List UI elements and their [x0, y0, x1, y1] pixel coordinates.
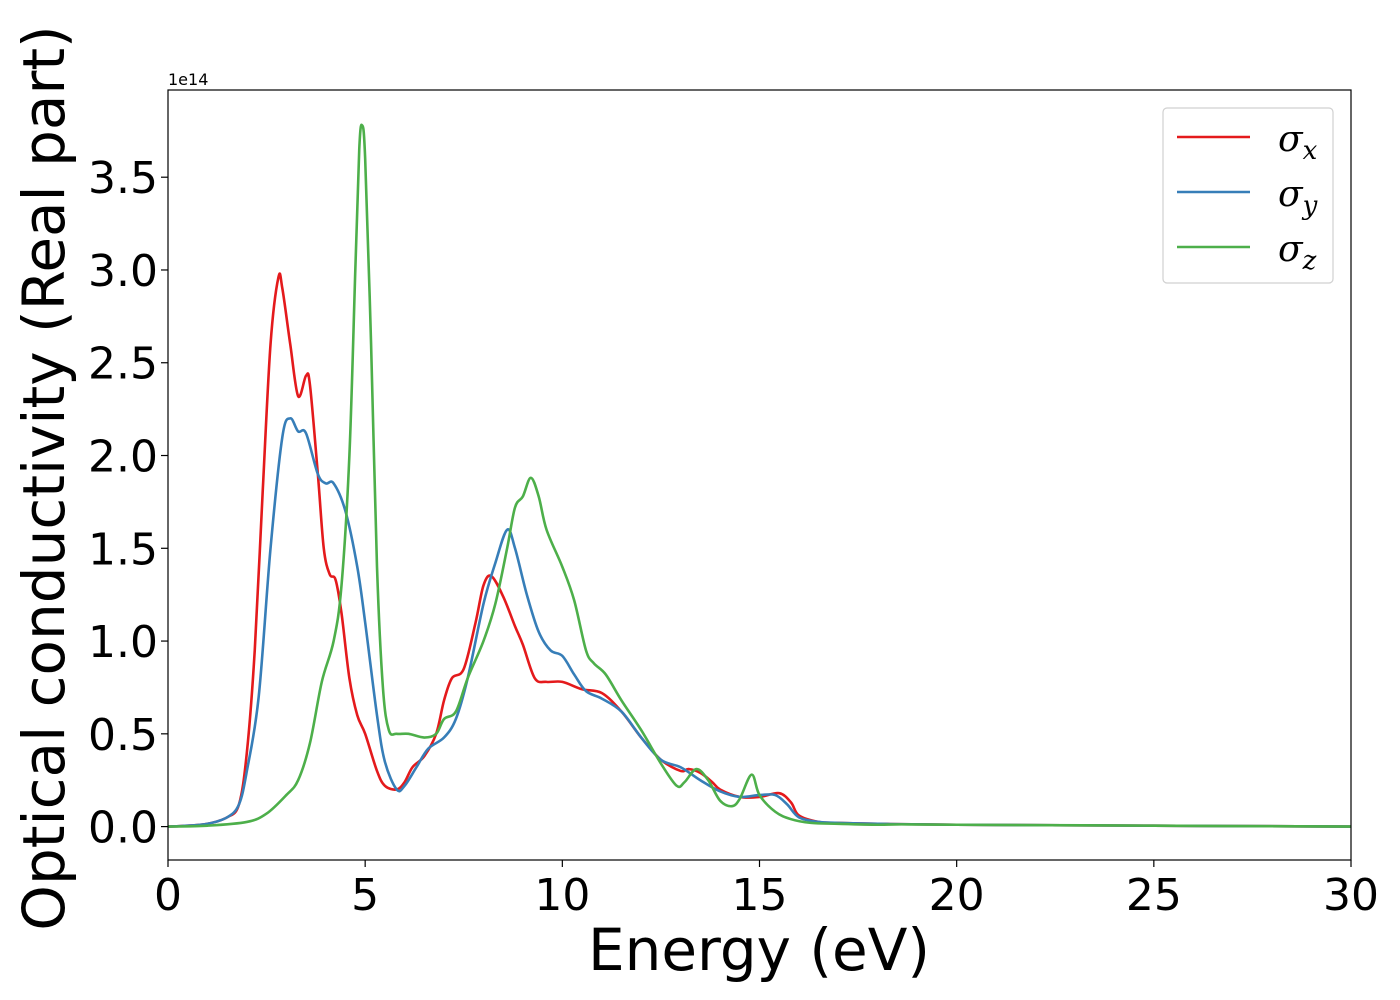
- y-axis-title: Optical conductivity (Real part): [10, 25, 78, 930]
- y-tick-label: 0.0: [88, 803, 158, 854]
- x-tick-label: 15: [732, 870, 788, 921]
- series-line-y: [168, 417, 1351, 828]
- series-lines: [168, 123, 1351, 828]
- y-offset-text: 1e14: [168, 70, 208, 89]
- y-tick-label: 2.0: [88, 432, 158, 483]
- y-tick-label: 3.5: [88, 153, 158, 204]
- x-tick-label: 5: [351, 870, 379, 921]
- x-tick-label: 30: [1323, 870, 1379, 921]
- y-tick-label: 2.5: [88, 339, 158, 390]
- x-axis-title: Energy (eV): [588, 916, 930, 984]
- legend-label-y: σy: [1278, 174, 1318, 221]
- series-line-z: [168, 123, 1351, 828]
- y-tick-label: 3.0: [88, 246, 158, 297]
- y-tick-label: 1.0: [88, 617, 158, 668]
- x-axis: 0 5 10 15 20 25 30: [154, 860, 1379, 921]
- series-line-x: [168, 272, 1351, 828]
- y-axis: 0.0 0.5 1.0 1.5 2.0 2.5 3.0 3.5: [88, 153, 168, 854]
- legend: σx σy σz: [1162, 107, 1334, 284]
- y-tick-label: 0.5: [88, 710, 158, 761]
- legend-label-z: σz: [1278, 229, 1317, 276]
- legend-label-x: σx: [1278, 119, 1318, 166]
- x-tick-label: 10: [534, 870, 590, 921]
- legend-box: [1162, 107, 1334, 284]
- y-tick-label: 1.5: [88, 524, 158, 575]
- x-tick-label: 25: [1126, 870, 1182, 921]
- x-tick-label: 0: [154, 870, 182, 921]
- x-tick-label: 20: [929, 870, 985, 921]
